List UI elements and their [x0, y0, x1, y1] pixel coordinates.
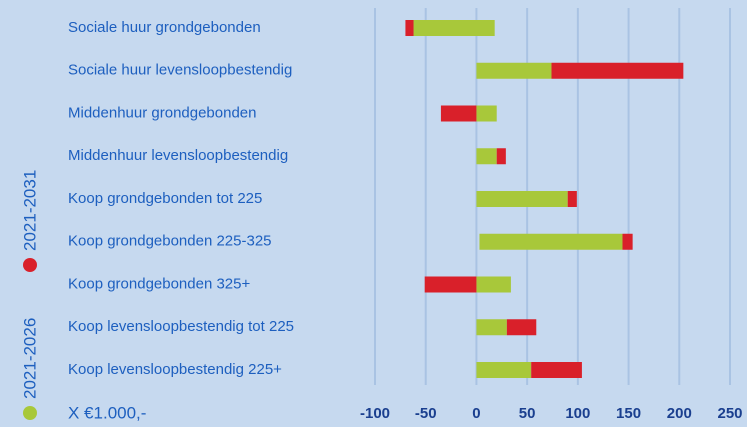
x-tick-label: 250 [717, 405, 742, 422]
x-tick-label: 200 [667, 405, 692, 422]
legend-label: 2021-2031 [20, 170, 39, 251]
x-tick-label: 0 [472, 405, 480, 422]
bar-segment [622, 233, 633, 250]
bar-segment [476, 319, 507, 336]
x-tick-label: 50 [519, 405, 536, 422]
bar-segment [567, 191, 577, 207]
category-label: Middenhuur grondgebonden [68, 104, 257, 121]
bar-segment [476, 191, 568, 207]
x-tick-label: 100 [565, 405, 590, 422]
category-label: Sociale huur levensloopbestendig [68, 62, 292, 79]
category-label: Koop grondgebonden 325+ [68, 275, 250, 292]
bar-segment [496, 148, 506, 165]
category-label: Middenhuur levensloopbestendig [68, 147, 288, 164]
category-label: Koop grondgebonden tot 225 [68, 190, 262, 207]
bar-segment [440, 105, 477, 122]
bar-segment [531, 362, 582, 378]
bar-segment [476, 62, 552, 79]
legend: 2021-2026 2021-2031 [20, 170, 39, 420]
category-label: Koop levensloopbestendig tot 225 [68, 318, 294, 335]
legend-marker [23, 406, 37, 420]
legend-label: 2021-2026 [20, 318, 39, 399]
category-label: Koop levensloopbestendig 225+ [68, 361, 282, 378]
bar-segment [476, 148, 497, 165]
bar-segment [476, 362, 532, 378]
x-tick-label: -100 [360, 405, 390, 422]
bar-segment [476, 276, 511, 293]
bar-segment [551, 62, 684, 79]
x-tick-label: 150 [616, 405, 641, 422]
category-label: Sociale huur grondgebonden [68, 19, 261, 36]
legend-marker [23, 258, 37, 272]
bar-segment [405, 20, 414, 36]
bar-segment [479, 233, 623, 250]
bar-segment [413, 20, 495, 36]
unit-label: X €1.000,- [68, 403, 146, 422]
category-label: Koop grondgebonden 225-325 [68, 233, 272, 250]
x-tick-label: -50 [415, 405, 437, 422]
bar-segment [476, 105, 497, 122]
bar-segment [506, 319, 537, 336]
bar-segment [424, 276, 477, 293]
